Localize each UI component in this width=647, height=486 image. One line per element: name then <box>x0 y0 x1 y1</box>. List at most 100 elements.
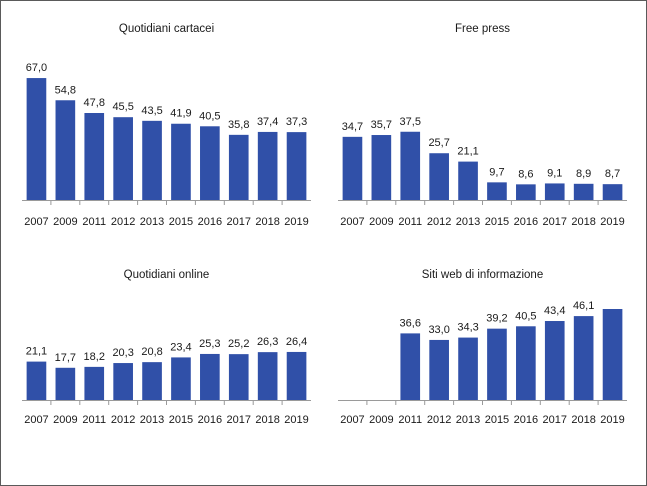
x-tick-label: 2007 <box>340 414 364 426</box>
chart-panel-2: Quotidiani online 21,1 2007 17,7 2009 18,2 201… <box>22 269 311 426</box>
x-tick-label: 2016 <box>198 216 222 228</box>
data-label: 23,4 <box>170 341 191 353</box>
data-label: 8,6 <box>518 168 533 180</box>
data-label: 34,3 <box>457 322 478 334</box>
x-tick-label: 2017 <box>543 414 567 426</box>
x-tick-label: 2019 <box>600 216 624 228</box>
data-label: 35,8 <box>228 119 249 131</box>
x-tick-label: 2016 <box>514 216 538 228</box>
bar <box>544 321 565 400</box>
chart-title: Siti web di informazione <box>422 269 543 281</box>
data-label: 35,7 <box>371 119 392 131</box>
x-tick-label: 2012 <box>111 414 135 426</box>
x-tick-label: 2007 <box>24 216 48 228</box>
x-tick-label: 2011 <box>398 414 422 426</box>
x-tick-label: 2011 <box>82 414 106 426</box>
x-tick-label: 2012 <box>111 216 135 228</box>
x-tick-label: 2018 <box>255 414 279 426</box>
x-tick-label: 2016 <box>514 414 538 426</box>
x-tick-label: 2018 <box>571 414 595 426</box>
x-tick-label: 2011 <box>82 216 106 228</box>
bar <box>228 354 249 400</box>
data-label: 18,2 <box>84 351 105 363</box>
bar <box>516 326 536 400</box>
x-tick-label: 2013 <box>456 216 480 228</box>
x-tick-label: 2011 <box>398 216 422 228</box>
bar <box>84 366 105 400</box>
data-label: 45,5 <box>112 101 133 113</box>
bar <box>171 123 191 200</box>
bar <box>400 131 421 200</box>
chart-panel-3: Siti web di informazione 2007 2009 36,6 2011… <box>338 269 627 426</box>
x-tick-label: 2015 <box>169 414 193 426</box>
bar <box>458 337 478 400</box>
x-tick-label: 2019 <box>600 414 624 426</box>
data-label: 8,9 <box>576 168 591 180</box>
bar <box>429 153 449 200</box>
x-tick-label: 2017 <box>543 216 567 228</box>
data-label: 26,4 <box>286 336 307 348</box>
data-label: 40,5 <box>199 110 220 122</box>
x-tick-label: 2007 <box>340 216 364 228</box>
x-tick-label: 2019 <box>284 216 308 228</box>
bar <box>26 78 47 200</box>
bar <box>573 183 594 200</box>
x-tick-label: 2013 <box>140 414 164 426</box>
data-label: 20,3 <box>112 347 133 359</box>
x-tick-label: 2009 <box>369 216 393 228</box>
bar <box>257 352 278 400</box>
data-label: 41,9 <box>170 108 191 120</box>
x-tick-label: 2015 <box>169 216 193 228</box>
bar <box>400 333 421 400</box>
x-tick-label: 2012 <box>427 414 451 426</box>
bar <box>228 134 249 200</box>
x-tick-label: 2017 <box>227 216 251 228</box>
data-label: 9,1 <box>547 167 562 179</box>
bar <box>84 113 105 200</box>
bar <box>55 367 76 400</box>
bar <box>257 131 278 200</box>
chart-panel-1: Free press 34,7 2007 35,7 2009 37,5 2011 25,7 20… <box>338 23 627 228</box>
bar <box>342 136 363 200</box>
data-label: 33,0 <box>428 324 449 336</box>
bar <box>602 184 623 200</box>
bar <box>286 132 307 200</box>
bar <box>371 135 392 200</box>
bar <box>142 362 162 400</box>
data-label: 8,7 <box>605 168 620 180</box>
bar <box>487 182 507 200</box>
bar <box>113 363 133 400</box>
data-label: 9,7 <box>489 166 504 178</box>
x-tick-label: 2009 <box>53 216 77 228</box>
x-tick-label: 2018 <box>571 216 595 228</box>
data-label: 43,5 <box>141 105 162 117</box>
bar <box>487 328 507 400</box>
bar <box>142 120 162 200</box>
data-label: 47,8 <box>84 97 105 109</box>
data-label: 36,6 <box>400 317 421 329</box>
data-label: 40,5 <box>515 310 536 322</box>
x-tick-label: 2009 <box>53 414 77 426</box>
bar <box>516 184 536 200</box>
bar <box>458 161 478 200</box>
data-label: 34,7 <box>342 121 363 133</box>
data-label: 37,5 <box>400 116 421 128</box>
data-label: 43,4 <box>544 305 565 317</box>
bar <box>573 316 594 400</box>
bar <box>429 339 449 400</box>
data-label: 17,7 <box>55 352 76 364</box>
x-tick-label: 2009 <box>369 414 393 426</box>
x-tick-label: 2013 <box>456 414 480 426</box>
bar <box>113 117 133 200</box>
data-label: 37,3 <box>286 116 307 128</box>
chart-title: Free press <box>455 23 510 35</box>
x-tick-label: 2015 <box>485 414 509 426</box>
data-label: 54,8 <box>55 84 76 96</box>
data-label: 37,4 <box>257 116 278 128</box>
x-tick-label: 2018 <box>255 216 279 228</box>
bar <box>200 126 220 200</box>
data-label: 25,7 <box>428 137 449 149</box>
bar <box>55 100 76 200</box>
